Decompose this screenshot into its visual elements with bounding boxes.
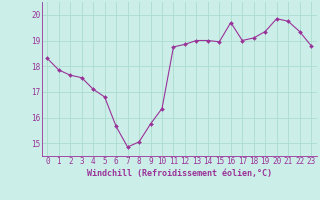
X-axis label: Windchill (Refroidissement éolien,°C): Windchill (Refroidissement éolien,°C) [87, 169, 272, 178]
